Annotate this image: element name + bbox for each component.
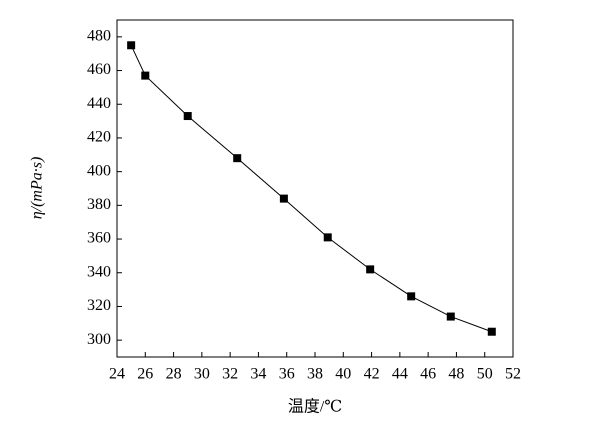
y-tick-label: 320 — [87, 297, 111, 314]
data-point — [323, 233, 332, 242]
x-tick-label: 46 — [420, 366, 436, 383]
y-axis-label: η/(mPa·s) — [29, 157, 46, 220]
x-tick-label: 38 — [307, 366, 323, 383]
x-axis-label: 温度/℃ — [288, 398, 342, 416]
x-tick-label: 30 — [194, 366, 210, 383]
plot-frame — [116, 19, 514, 358]
data-line — [130, 45, 492, 333]
x-tick-label: 42 — [364, 366, 380, 383]
x-tick-label: 48 — [448, 366, 464, 383]
x-tick-label: 32 — [222, 366, 238, 383]
data-point — [366, 265, 375, 274]
y-tick-label: 340 — [87, 263, 111, 280]
x-tick-label: 34 — [250, 366, 266, 383]
y-tick-label: 440 — [87, 95, 111, 112]
y-tick-label: 480 — [87, 28, 111, 45]
x-tick-label: 50 — [477, 366, 493, 383]
x-tick-label: 28 — [166, 366, 182, 383]
data-point — [407, 292, 416, 301]
y-tick-label: 400 — [87, 162, 111, 179]
data-point — [446, 312, 455, 321]
data-point — [233, 154, 242, 163]
x-tick-label: 44 — [392, 366, 408, 383]
x-tick-label: 52 — [505, 366, 521, 383]
x-tick-label: 40 — [335, 366, 351, 383]
y-tick-label: 300 — [87, 331, 111, 348]
data-point — [279, 194, 288, 203]
x-tick-label: 24 — [109, 366, 125, 383]
data-point — [487, 327, 496, 336]
data-point — [183, 112, 192, 121]
y-tick-label: 380 — [87, 196, 111, 213]
y-tick-label: 460 — [87, 61, 111, 78]
x-tick-label: 36 — [279, 366, 295, 383]
data-point — [141, 71, 150, 80]
y-tick-label: 420 — [87, 129, 111, 146]
x-tick-label: 26 — [137, 366, 153, 383]
y-tick-label: 360 — [87, 230, 111, 247]
data-point — [127, 41, 136, 50]
